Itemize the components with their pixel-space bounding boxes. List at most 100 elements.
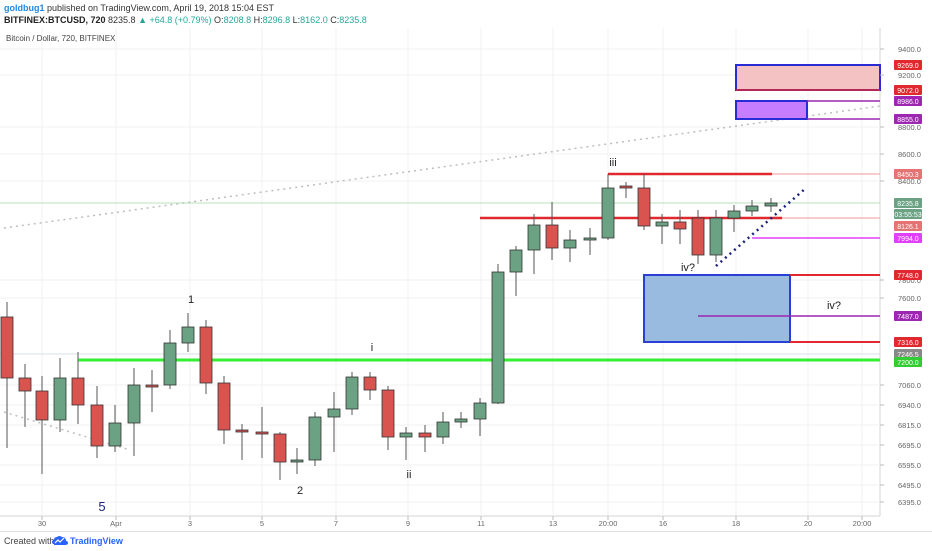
candle[interactable] — [583, 228, 597, 255]
candle-body — [235, 429, 249, 433]
candle-body — [673, 221, 687, 230]
pink-target-box[interactable] — [735, 64, 881, 91]
candle[interactable] — [418, 425, 432, 452]
candle[interactable] — [108, 405, 122, 452]
candle[interactable] — [90, 386, 104, 458]
price-label-tag: 03:55:53 — [894, 209, 922, 219]
candle[interactable] — [673, 210, 687, 244]
candle-body — [509, 249, 523, 273]
candle[interactable] — [545, 202, 559, 260]
candle[interactable] — [691, 210, 705, 264]
price-tick-label: 8800.0 — [898, 123, 921, 132]
candle[interactable] — [217, 376, 231, 444]
candle-body — [108, 422, 122, 447]
candle-body — [601, 187, 615, 239]
candle[interactable] — [0, 302, 14, 448]
candle-body — [527, 224, 541, 251]
time-tick-label: 13 — [549, 519, 557, 528]
candle[interactable] — [327, 392, 341, 452]
price-label-tag: 7316.0 — [894, 337, 922, 347]
blue-dotted-trendline — [715, 187, 807, 267]
price-label-bg — [894, 221, 922, 231]
candle[interactable] — [709, 210, 723, 262]
price-label-text: 8986.0 — [897, 99, 919, 106]
candle[interactable] — [436, 412, 450, 444]
wave-label-5: 5 — [98, 499, 105, 514]
time-axis-ticks: 30 Apr 3 5 7 9 11 13 20:00 16 18 20 20:00 — [38, 516, 872, 528]
price-label-bg — [894, 233, 922, 243]
candle-body — [454, 418, 468, 423]
wave-label-ii: ii — [407, 469, 412, 481]
candle[interactable] — [619, 182, 633, 198]
price-label-bg — [894, 209, 922, 219]
candle[interactable] — [53, 358, 67, 432]
candle[interactable] — [163, 330, 177, 389]
price-label-tag: 7487.0 — [894, 311, 922, 321]
candle-body — [727, 210, 741, 219]
candle-body — [217, 382, 231, 431]
price-tick-label: 6395.0 — [898, 498, 921, 507]
price-label-bg — [894, 198, 922, 208]
price-label-bg — [894, 337, 922, 347]
candle[interactable] — [454, 412, 468, 428]
candle[interactable] — [655, 214, 669, 244]
candle[interactable] — [527, 214, 541, 274]
candle[interactable] — [473, 398, 487, 436]
candle[interactable] — [273, 432, 287, 480]
candle[interactable] — [363, 372, 377, 400]
candle[interactable] — [255, 407, 269, 458]
candle[interactable] — [145, 370, 159, 412]
candle-body — [345, 376, 359, 410]
candlesticks[interactable] — [0, 174, 778, 480]
symbol-label: BITFINEX:BTCUSD, 720 — [4, 15, 106, 25]
tradingview-brand-link[interactable]: TradingView — [52, 533, 142, 549]
candle[interactable] — [381, 386, 395, 450]
candle[interactable] — [181, 313, 195, 352]
chart-canvas[interactable]: Bitcoin / Dollar, 720, BITFINEX 1 2 5 i … — [0, 28, 932, 528]
candle[interactable] — [637, 174, 651, 230]
candle[interactable] — [563, 230, 577, 262]
time-tick-label: 11 — [477, 519, 485, 528]
candle[interactable] — [745, 200, 759, 216]
wave-iv-target-box[interactable] — [643, 274, 791, 343]
price-label-bg — [894, 270, 922, 280]
price-tick-label: 8400.0 — [898, 177, 921, 186]
wave-label-iv-q1: iv? — [681, 262, 695, 274]
price-label-tag: 8126.1 — [894, 221, 922, 231]
time-tick-label: 20:00 — [853, 519, 872, 528]
candle[interactable] — [345, 372, 359, 415]
candle[interactable] — [399, 427, 413, 460]
price-label-text: 03:55:53 — [894, 212, 921, 219]
chart-area[interactable]: Bitcoin / Dollar, 720, BITFINEX 1 2 5 i … — [0, 28, 932, 528]
candle[interactable] — [235, 424, 249, 460]
candle[interactable] — [35, 376, 49, 474]
header: goldbug1 published on TradingView.com, A… — [0, 0, 932, 28]
price-tick-label: 7060.0 — [898, 381, 921, 390]
price-change: ▲ +64.8 (+0.79%) — [138, 15, 212, 25]
candle-body — [655, 221, 669, 227]
high-label: H: — [253, 15, 263, 25]
candle[interactable] — [199, 320, 213, 394]
candle[interactable] — [18, 364, 32, 427]
time-tick-label: 18 — [732, 519, 740, 528]
candle[interactable] — [727, 205, 741, 232]
candle[interactable] — [127, 368, 141, 456]
publisher-user[interactable]: goldbug1 — [4, 3, 45, 13]
time-tick-label: 3 — [188, 519, 192, 528]
candle-body — [90, 404, 104, 447]
wave-label-iii: iii — [609, 157, 616, 169]
candle[interactable] — [308, 412, 322, 466]
candle-body — [127, 384, 141, 424]
candle[interactable] — [491, 264, 505, 404]
price-tick-label: 7800.0 — [898, 276, 921, 285]
price-tick-label: 6495.0 — [898, 481, 921, 490]
candle[interactable] — [764, 198, 778, 212]
purple-target-box[interactable] — [735, 100, 808, 120]
candle[interactable] — [290, 448, 304, 474]
candle-body — [399, 432, 413, 438]
time-tick-label: 5 — [260, 519, 264, 528]
price-tick-label: 6695.0 — [898, 441, 921, 450]
candle[interactable] — [71, 352, 85, 424]
candle[interactable] — [509, 246, 523, 296]
candle[interactable] — [601, 174, 615, 240]
